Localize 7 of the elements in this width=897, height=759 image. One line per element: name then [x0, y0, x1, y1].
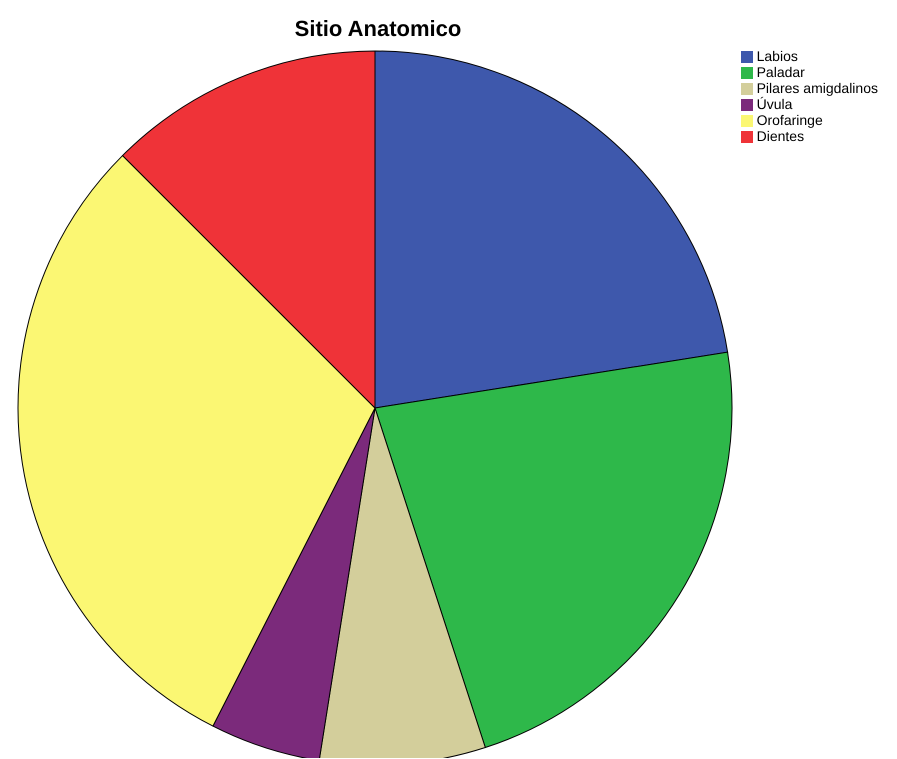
legend-label: Labios [756, 48, 798, 64]
chart-title: Sitio Anatomico [294, 16, 462, 42]
legend-label: Úvula [756, 96, 792, 112]
legend-label: Orofaringe [756, 112, 823, 128]
legend-label: Pilares amigdalinos [756, 80, 878, 96]
legend-label: Dientes [756, 128, 804, 144]
legend-label: Paladar [756, 64, 805, 80]
